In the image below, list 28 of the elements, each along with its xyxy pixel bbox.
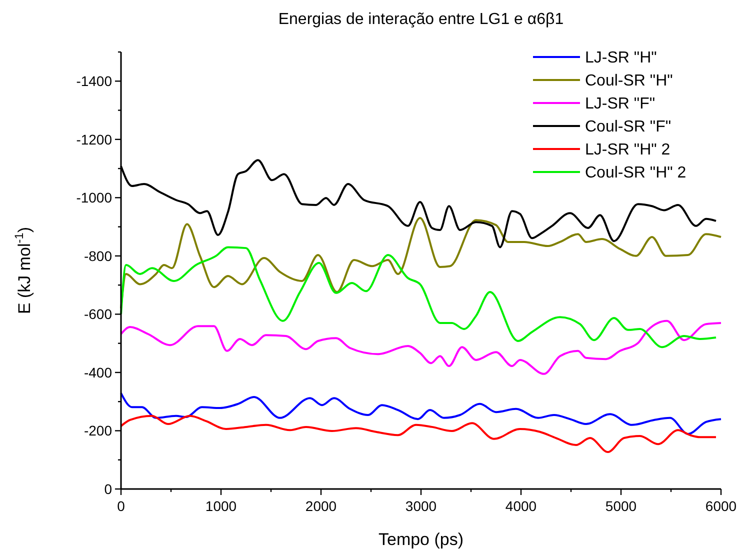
legend-label: Coul-SR "H" xyxy=(585,72,673,90)
x-axis-title: Tempo (ps) xyxy=(378,530,464,549)
line-series xyxy=(120,320,722,375)
legend-label: LJ-SR "H" 2 xyxy=(585,142,670,159)
x-tick-label: 4000 xyxy=(505,498,537,514)
y-tick-label: 0 xyxy=(104,480,112,497)
line-series xyxy=(120,217,722,310)
y-tick-label: -1000 xyxy=(76,190,112,206)
line-series xyxy=(120,414,717,453)
y-tick-label: -1200 xyxy=(76,131,112,148)
y-tick-label: -400 xyxy=(84,364,112,380)
x-tick-label: 3000 xyxy=(405,498,437,514)
legend-label: LJ-SR "F" xyxy=(585,96,656,113)
legend-label: LJ-SR "H" xyxy=(585,50,657,67)
y-tick-label: -600 xyxy=(84,306,112,322)
x-tick-label: 5000 xyxy=(605,498,637,514)
x-tick-label: 1000 xyxy=(205,498,237,514)
x-tick-label: 6000 xyxy=(705,498,737,514)
chart-title: Energias de interação entre LG1 e α6β1 xyxy=(278,11,564,28)
y-tick-label: -800 xyxy=(84,248,112,264)
x-tick-label: 2000 xyxy=(305,498,337,514)
legend-label: Coul-SR "H" 2 xyxy=(585,164,686,182)
line-series xyxy=(120,246,717,348)
legend-label: Coul-SR "F" xyxy=(585,118,672,136)
line-series xyxy=(120,392,722,435)
x-tick-label: 0 xyxy=(117,498,126,514)
y-tick-label: -200 xyxy=(84,422,112,439)
y-tick-label: -1400 xyxy=(76,73,112,90)
